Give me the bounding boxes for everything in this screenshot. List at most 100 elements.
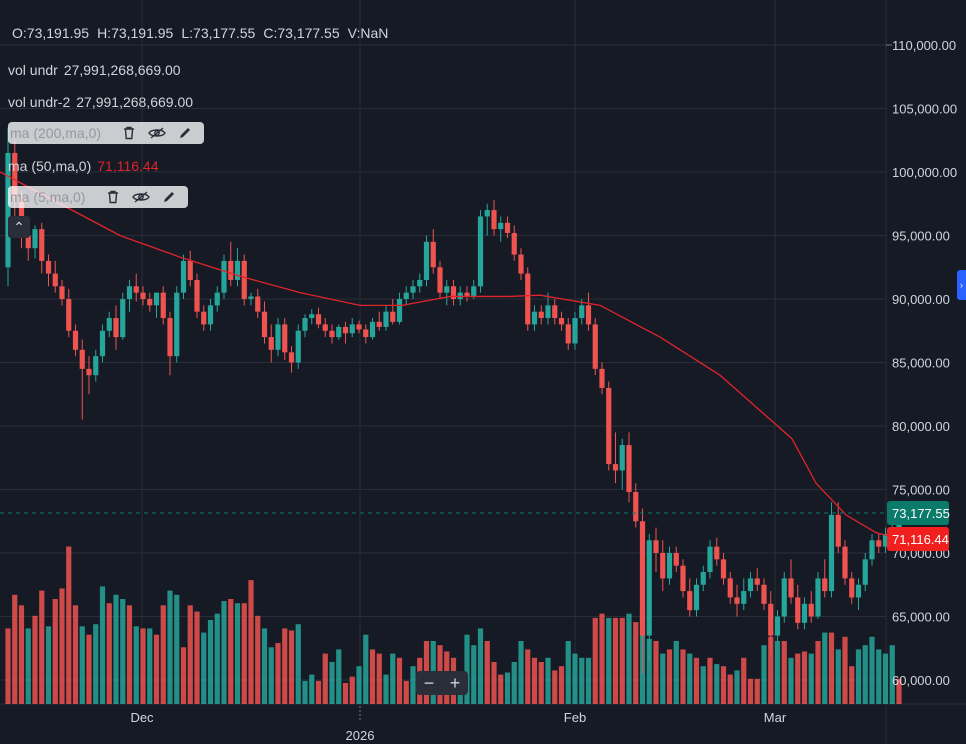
volume-bar [342, 683, 349, 704]
volume-bar [72, 605, 79, 704]
volume-bar [336, 649, 342, 704]
volume-bar [761, 645, 767, 704]
volume-bar [869, 636, 875, 704]
candle-body [25, 235, 31, 249]
candle-body [255, 296, 261, 312]
indicator-ma-200[interactable]: ma (200,ma,0) [8, 122, 204, 144]
volume-bar [79, 626, 85, 704]
candle-body [336, 326, 342, 338]
candle-body [32, 229, 38, 249]
volume-bar [12, 594, 18, 704]
volume-bar [572, 653, 578, 704]
candle-body [187, 260, 193, 280]
volume-bar [187, 605, 193, 704]
volume-bar [383, 674, 389, 704]
volume-bar [59, 588, 65, 704]
zoom-out-button[interactable]: − [423, 672, 435, 693]
volume-bar [579, 657, 585, 704]
candle-body [93, 356, 99, 376]
candle-body [579, 305, 585, 319]
volume-bar [214, 613, 220, 704]
candle-body [822, 578, 828, 592]
indicator-name: ma (50,ma,0) [8, 158, 92, 174]
indicator-ma-5[interactable]: ma (5,ma,0) [8, 186, 188, 208]
candle-body [59, 286, 65, 299]
volume-bar [768, 636, 774, 704]
time-axis[interactable]: Dec Feb Mar 2026 [130, 706, 787, 743]
volume-bar [376, 653, 382, 704]
candle-body [660, 553, 666, 579]
zoom-in-button[interactable]: + [449, 672, 461, 693]
candle-body [72, 330, 79, 350]
candle-body [518, 254, 524, 274]
candle-body [45, 260, 52, 274]
candle-body [99, 330, 106, 357]
candle-body [275, 324, 281, 350]
volume-bar [781, 641, 787, 704]
volume-bar [720, 666, 727, 704]
volume-bar [727, 674, 733, 704]
volume-bar [855, 649, 862, 704]
volume-bar [282, 628, 288, 704]
price-tick-label: 100,000.00 [892, 165, 957, 180]
volume-bar [565, 641, 571, 704]
indicator-ma-50[interactable]: ma (50,ma,0) 71,116.44 [8, 155, 159, 177]
candle-body [531, 311, 538, 325]
volume-bar [126, 605, 133, 704]
candle-body [504, 222, 511, 233]
collapse-legend-button[interactable]: ⌃ [8, 216, 30, 238]
hide-eye-icon[interactable] [146, 124, 168, 142]
candle-body [342, 326, 349, 334]
volume-bar [552, 670, 558, 704]
volume-bar [714, 664, 720, 704]
volume-bar [774, 641, 781, 704]
volume-bar [120, 599, 126, 704]
delete-icon[interactable] [118, 124, 140, 142]
candle-body [309, 314, 315, 319]
volume-bar [882, 653, 889, 704]
delete-icon[interactable] [102, 188, 124, 206]
candle-body [376, 321, 382, 327]
volume-bar [471, 645, 477, 704]
price-tick-label: 65,000.00 [892, 610, 950, 625]
volume-bar [734, 670, 740, 704]
price-tick-label: 110,000.00 [892, 38, 956, 53]
candle-body [12, 152, 18, 198]
candle-body [525, 273, 531, 325]
candle-body [201, 311, 207, 325]
expand-panel-handle[interactable]: › [957, 270, 966, 300]
indicator-vol-undr-2[interactable]: vol undr-2 27,991,268,669.00 [8, 91, 193, 113]
candle-body [329, 330, 335, 338]
edit-pencil-icon[interactable] [174, 124, 196, 142]
candle-body [315, 314, 322, 325]
candle-body [768, 603, 774, 636]
candle-body [673, 553, 679, 566]
volume-bar [673, 641, 679, 704]
indicator-vol-undr[interactable]: vol undr 27,991,268,669.00 [8, 59, 181, 81]
volume-bar [666, 649, 673, 704]
candle-body [133, 286, 139, 293]
volume-bar [545, 657, 551, 704]
volume-bar [525, 649, 531, 704]
volume-bar [288, 630, 295, 704]
candle-body [167, 318, 173, 357]
volume-bar [660, 653, 666, 704]
candle-body [747, 578, 754, 592]
volume-bar [5, 628, 11, 704]
candle-body [606, 387, 612, 465]
volume-bar [45, 626, 52, 704]
edit-pencil-icon[interactable] [158, 188, 180, 206]
hide-eye-icon[interactable] [130, 188, 152, 206]
candle-body [828, 514, 835, 592]
price-axis[interactable]: 110,000.00 105,000.00 100,000.00 95,000.00 9… [886, 38, 957, 688]
volume-bar [511, 662, 517, 704]
indicator-value: 71,116.44 [97, 158, 159, 174]
candle-body [720, 559, 727, 579]
volume-bar [174, 594, 180, 704]
candle-body [842, 546, 848, 579]
candle-body [741, 591, 747, 604]
candle-body [228, 260, 234, 280]
candle-body [322, 324, 328, 331]
candle-body [86, 368, 92, 376]
candle-body [876, 540, 882, 547]
